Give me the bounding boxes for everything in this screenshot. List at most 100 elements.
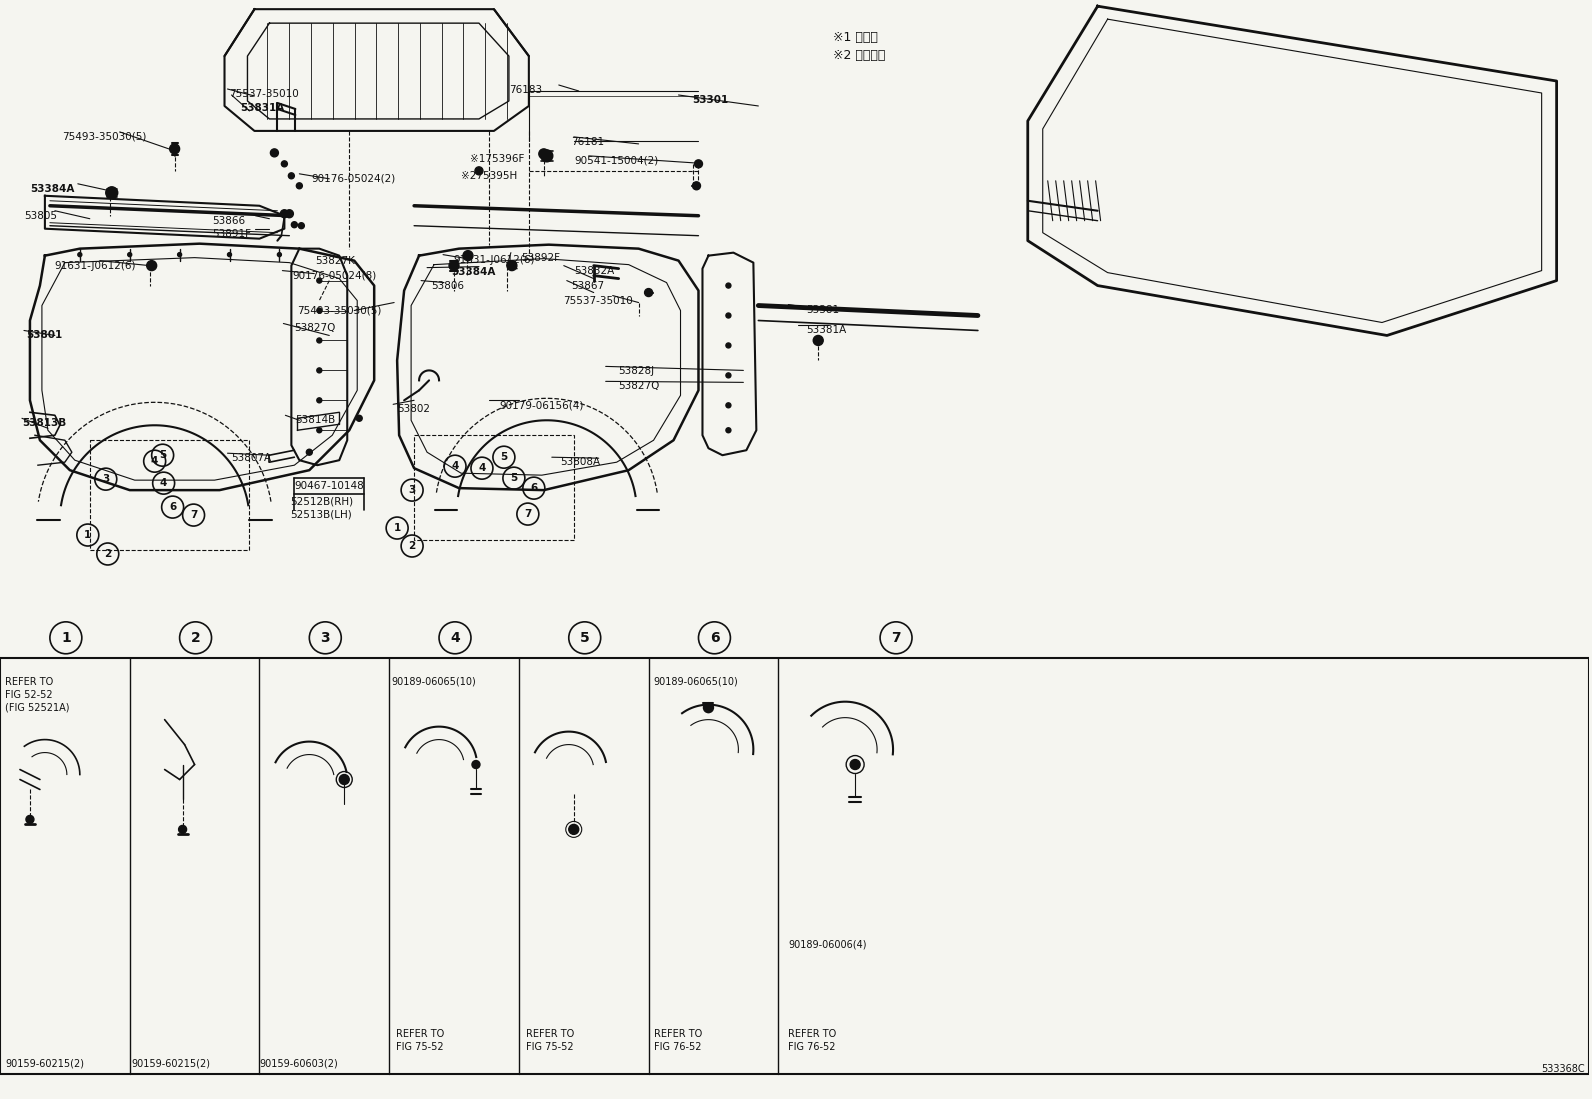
Text: 5: 5 bbox=[159, 451, 166, 460]
Text: 90189-06006(4): 90189-06006(4) bbox=[788, 940, 866, 950]
Circle shape bbox=[726, 343, 731, 348]
Text: 75537-35010: 75537-35010 bbox=[229, 89, 299, 99]
Text: 90467-10148: 90467-10148 bbox=[295, 481, 365, 491]
Circle shape bbox=[317, 368, 322, 373]
Text: 4: 4 bbox=[451, 462, 458, 471]
Circle shape bbox=[78, 253, 81, 257]
Text: REFER TO: REFER TO bbox=[788, 1029, 836, 1039]
Text: REFER TO: REFER TO bbox=[654, 1029, 702, 1039]
Text: FIG 75-52: FIG 75-52 bbox=[525, 1042, 573, 1052]
Text: 53805: 53805 bbox=[24, 211, 57, 221]
Text: 91631-J0612(6): 91631-J0612(6) bbox=[54, 260, 135, 270]
Text: 53814B: 53814B bbox=[296, 415, 336, 425]
Text: 53831A: 53831A bbox=[240, 103, 285, 113]
Text: 2: 2 bbox=[103, 550, 111, 559]
Text: 53384A: 53384A bbox=[30, 184, 75, 193]
Text: 53828J: 53828J bbox=[619, 366, 654, 376]
Text: 5: 5 bbox=[511, 474, 517, 484]
Text: 75493-35030(5): 75493-35030(5) bbox=[298, 306, 382, 315]
Text: 90159-60603(2): 90159-60603(2) bbox=[259, 1059, 338, 1069]
Text: 53384A: 53384A bbox=[451, 267, 495, 277]
Text: 7: 7 bbox=[189, 510, 197, 520]
Circle shape bbox=[296, 182, 302, 189]
Text: 53867: 53867 bbox=[572, 280, 603, 290]
Circle shape bbox=[726, 428, 731, 433]
Text: 53808A: 53808A bbox=[560, 457, 600, 467]
Text: 75493-35030(5): 75493-35030(5) bbox=[62, 132, 146, 142]
Circle shape bbox=[178, 825, 186, 833]
Circle shape bbox=[170, 144, 180, 154]
Text: ※1 ブルー: ※1 ブルー bbox=[833, 31, 879, 44]
Text: FIG 76-52: FIG 76-52 bbox=[654, 1042, 700, 1052]
Circle shape bbox=[291, 222, 298, 227]
Circle shape bbox=[317, 308, 322, 313]
Text: 75537-35010: 75537-35010 bbox=[564, 296, 632, 306]
Text: 4: 4 bbox=[478, 463, 486, 474]
Text: 6: 6 bbox=[169, 502, 177, 512]
Circle shape bbox=[463, 251, 473, 260]
Text: 6: 6 bbox=[530, 484, 538, 493]
Text: 76181: 76181 bbox=[572, 137, 603, 147]
Circle shape bbox=[726, 313, 731, 318]
Text: 53891F: 53891F bbox=[213, 229, 252, 238]
Text: 533368C: 533368C bbox=[1541, 1064, 1586, 1074]
Text: 53866: 53866 bbox=[213, 215, 245, 225]
Circle shape bbox=[317, 338, 322, 343]
Text: 3: 3 bbox=[320, 631, 330, 645]
Circle shape bbox=[850, 759, 860, 769]
Text: 90176-05024(8): 90176-05024(8) bbox=[293, 270, 377, 280]
Circle shape bbox=[538, 148, 549, 159]
Text: 53827Q: 53827Q bbox=[295, 323, 336, 333]
Text: 6: 6 bbox=[710, 631, 720, 645]
Circle shape bbox=[694, 159, 702, 168]
Text: 90541-15004(2): 90541-15004(2) bbox=[575, 156, 659, 166]
Text: 52513B(LH): 52513B(LH) bbox=[290, 509, 352, 519]
Circle shape bbox=[317, 398, 322, 403]
Circle shape bbox=[317, 428, 322, 433]
Circle shape bbox=[25, 815, 33, 823]
Text: (FIG 52521A): (FIG 52521A) bbox=[5, 702, 70, 712]
Text: FIG 76-52: FIG 76-52 bbox=[788, 1042, 836, 1052]
Text: 90189-06065(10): 90189-06065(10) bbox=[392, 677, 476, 687]
Circle shape bbox=[228, 253, 231, 257]
Circle shape bbox=[288, 173, 295, 179]
Text: ※2 オレンジ: ※2 オレンジ bbox=[833, 49, 885, 62]
Circle shape bbox=[271, 148, 279, 157]
Text: 53381: 53381 bbox=[806, 304, 839, 314]
Circle shape bbox=[277, 253, 282, 257]
Text: 52512B(RH): 52512B(RH) bbox=[290, 496, 353, 507]
Circle shape bbox=[568, 824, 579, 834]
Circle shape bbox=[474, 167, 482, 175]
Text: 90159-60215(2): 90159-60215(2) bbox=[5, 1059, 84, 1069]
Text: REFER TO: REFER TO bbox=[396, 1029, 444, 1039]
Text: 2: 2 bbox=[191, 631, 201, 645]
Text: 53801: 53801 bbox=[25, 331, 62, 341]
Circle shape bbox=[704, 702, 713, 712]
Text: 53832A: 53832A bbox=[573, 266, 615, 276]
Text: 53813B: 53813B bbox=[22, 419, 67, 429]
Circle shape bbox=[306, 449, 312, 455]
Text: FIG 75-52: FIG 75-52 bbox=[396, 1042, 444, 1052]
Text: 4: 4 bbox=[159, 478, 167, 488]
Bar bbox=[89, 441, 250, 550]
Circle shape bbox=[146, 260, 156, 270]
Text: 7: 7 bbox=[524, 509, 532, 519]
Circle shape bbox=[357, 415, 363, 421]
Text: ※175396F: ※175396F bbox=[470, 154, 524, 164]
Circle shape bbox=[282, 160, 288, 167]
Text: 76183: 76183 bbox=[509, 85, 541, 95]
Text: 90159-60215(2): 90159-60215(2) bbox=[132, 1059, 210, 1069]
Text: 4: 4 bbox=[151, 456, 158, 466]
Circle shape bbox=[178, 253, 181, 257]
Text: ※275395H: ※275395H bbox=[462, 170, 517, 181]
Text: 53802: 53802 bbox=[396, 404, 430, 414]
Text: 91631-J0612(6): 91631-J0612(6) bbox=[454, 255, 535, 265]
Circle shape bbox=[127, 253, 132, 257]
Text: 5: 5 bbox=[579, 631, 589, 645]
Text: REFER TO: REFER TO bbox=[525, 1029, 575, 1039]
Circle shape bbox=[105, 187, 118, 199]
Circle shape bbox=[726, 403, 731, 408]
Text: 53381A: 53381A bbox=[806, 325, 847, 335]
Circle shape bbox=[339, 775, 349, 785]
Text: 5: 5 bbox=[500, 452, 508, 463]
